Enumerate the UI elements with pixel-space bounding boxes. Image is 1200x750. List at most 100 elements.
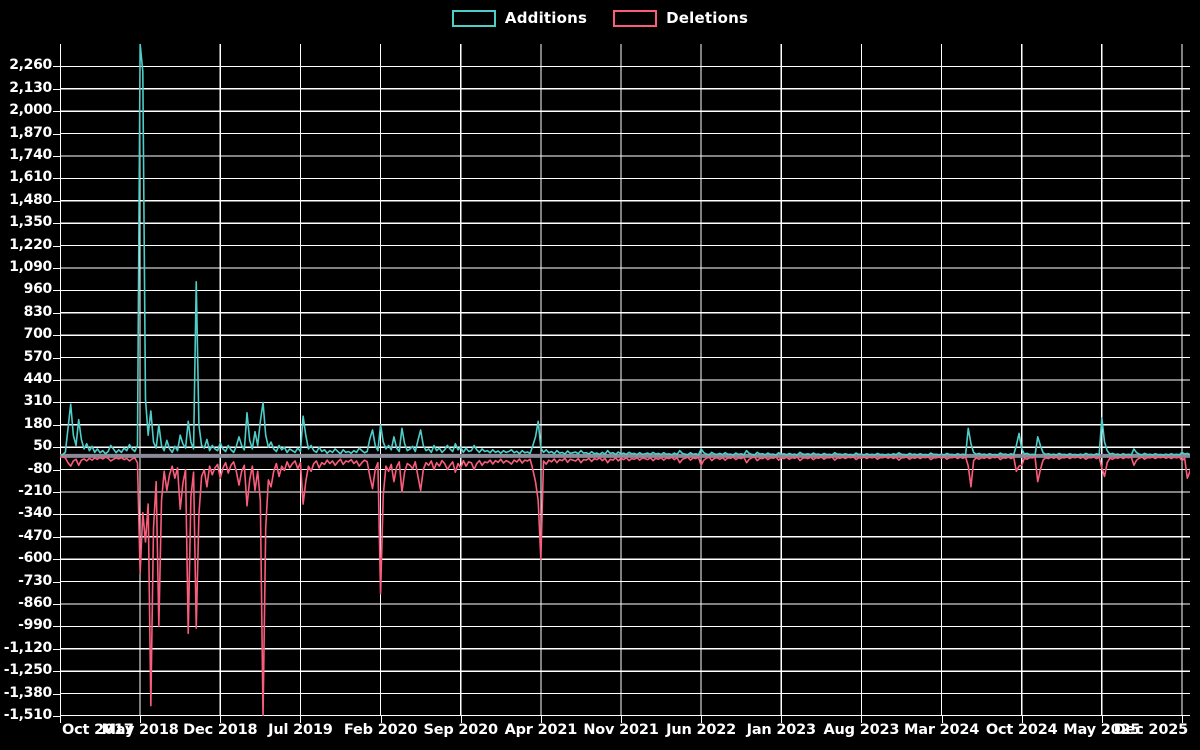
x-axis-tick-label: Jun 2022 [666,722,737,738]
y-axis-tick-mark [53,626,60,628]
chart-legend: Additions Deletions [0,0,1200,36]
y-axis-tick-label: 2,260 [9,57,52,74]
legend-swatch-additions [451,9,496,27]
x-axis-tick-label: May 2018 [101,722,179,738]
x-axis-tick-mark [621,716,622,723]
x-axis-tick-mark [1182,716,1183,723]
y-axis-tick-mark [53,380,60,381]
y-axis-tick-mark [53,245,60,247]
x-axis-tick-label: Mar 2024 [904,722,980,738]
legend-swatch-deletions [613,9,658,27]
x-axis-tick-mark [60,716,61,723]
series-group [60,44,1190,716]
grid-lines-horizontal [60,44,1190,716]
y-axis-tick-mark [53,469,60,471]
x-axis-tick-label: Nov 2021 [583,722,659,738]
y-axis-tick-label: 570 [23,348,53,365]
y-axis-tick-mark [53,133,60,135]
y-axis-tick-mark [53,514,60,516]
grid-lines-vertical [60,44,1183,716]
x-axis-tick-mark [1021,716,1023,723]
y-axis-tick-mark [53,111,60,113]
y-axis-tick-label: 440 [23,371,53,387]
y-axis-tick-label: 310 [23,393,53,410]
x-axis-tick-label: Feb 2020 [343,722,418,738]
y-axis-tick-label: -1,250 [3,662,53,679]
y-axis-tick-label: -470 [18,527,52,544]
legend-item-deletions[interactable]: Deletions [613,9,748,27]
y-axis-tick-mark [53,88,60,90]
y-axis-tick-mark [53,447,60,449]
y-axis-tick-mark [53,716,60,717]
x-axis-tick-label: Dec 2025 [1113,722,1188,738]
y-axis-tick-mark [53,536,60,538]
y-axis-tick-mark [53,200,60,202]
legend-label-deletions: Deletions [666,9,749,27]
y-axis-tick-label: 2,130 [9,79,52,96]
y-axis-tick-label: 2,000 [9,102,52,119]
x-axis-tick-mark [941,716,943,723]
series-line-deletions [60,455,1190,716]
y-axis-tick-mark [53,312,60,314]
x-axis-tick-mark [861,716,863,723]
y-axis-tick-label: -730 [18,572,52,589]
plot-svg [60,44,1190,716]
y-axis-tick-label: 1,090 [9,259,52,275]
y-axis-tick-label: 1,220 [9,236,52,253]
series-line-additions [60,44,1190,457]
y-axis-tick-label: 960 [23,281,53,298]
y-axis-tick-label: -1,510 [3,707,53,723]
x-axis-tick-label: Oct 2017 [62,722,134,738]
y-axis-tick-mark [53,559,60,561]
x-axis-tick-label: May 2025 [1063,722,1141,738]
y-axis-tick-mark [53,671,60,673]
legend-label-additions: Additions [504,9,588,27]
y-axis-tick-label: -340 [18,505,52,522]
x-axis-tick-mark [380,716,382,723]
y-axis-tick-mark [53,648,60,650]
y-axis-tick-label: 1,350 [9,214,52,231]
y-axis-tick-label: 1,610 [9,169,52,186]
y-axis-tick-mark [53,156,60,157]
y-axis-tick-mark [53,223,60,225]
x-axis-tick-label: Oct 2024 [985,722,1058,738]
y-axis-tick-label: -860 [18,595,52,611]
y-axis-tick-mark [53,357,60,359]
legend-item-additions[interactable]: Additions [451,9,588,27]
x-axis-tick-mark [140,716,142,723]
y-axis-tick-label: 50 [33,438,52,455]
y-axis-tick-mark [53,268,60,269]
y-axis-tick-label: -210 [18,483,52,499]
x-axis-tick-label: Jan 2023 [746,722,817,738]
x-axis-tick-mark [701,716,703,723]
y-axis-tick-mark [53,693,60,695]
y-axis-tick-label: 1,740 [9,147,52,163]
y-axis-tick-label: 830 [23,303,53,320]
y-axis-tick-label: -990 [18,617,52,634]
y-axis-tick-mark [53,604,60,605]
plot-area [60,44,1190,716]
x-axis-tick-mark [1101,716,1103,723]
x-axis-tick-label: Dec 2018 [183,722,258,738]
y-axis-tick-mark [53,66,60,68]
x-axis-tick-mark [300,716,302,723]
y-axis-tick-mark [53,581,60,583]
x-axis-tick-label: Sep 2020 [423,722,498,738]
y-axis-tick-label: -1,380 [3,684,53,701]
y-axis-tick-mark [53,290,60,292]
y-axis-tick-mark [53,178,60,180]
y-axis-tick-mark [53,335,60,337]
x-axis-tick-label: Aug 2023 [823,722,900,738]
y-axis-tick-label: 700 [23,326,53,343]
y-axis-tick-mark [53,492,60,493]
y-axis-tick-label: 180 [23,415,53,432]
x-axis-tick-label: Jul 2019 [268,722,333,738]
y-axis-tick-label: -80 [27,460,53,477]
x-axis-tick-mark [540,716,542,723]
x-axis-tick-label: Apr 2021 [504,722,578,738]
y-axis-tick-mark [53,424,60,426]
x-axis-tick-mark [781,716,783,723]
x-axis-tick-mark [220,716,222,723]
y-axis-tick-mark [53,402,60,404]
x-axis-tick-mark [460,716,462,723]
